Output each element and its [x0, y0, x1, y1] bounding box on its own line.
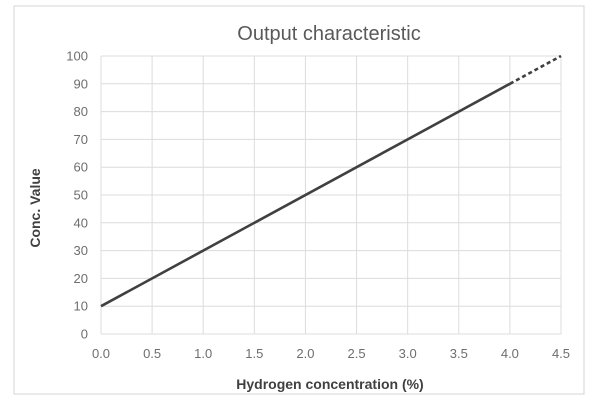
series-line — [100, 82, 511, 308]
y-tick-label: 10 — [74, 299, 88, 314]
chart-title: Output characteristic — [237, 23, 420, 45]
x-tick-label: 2.0 — [296, 346, 314, 361]
x-tick-label: 4.5 — [552, 346, 570, 361]
x-tick-labels: 0.0 0.5 1.0 1.5 2.0 2.5 3.0 3.5 4.0 4.5 — [92, 346, 570, 361]
x-tick-label: 2.5 — [348, 346, 366, 361]
x-tick-label: 1.0 — [194, 346, 212, 361]
y-tick-label: 100 — [66, 49, 88, 64]
series-line-dashed — [509, 54, 562, 85]
x-tick-label: 3.5 — [450, 346, 468, 361]
series — [100, 54, 562, 308]
y-tick-labels: 0 10 20 30 40 50 60 70 80 90 100 — [66, 49, 88, 342]
y-tick-label: 0 — [81, 327, 88, 342]
x-tick-label: 4.0 — [501, 346, 519, 361]
x-tick-label: 1.5 — [245, 346, 263, 361]
y-axis-label: Conc. Value — [27, 168, 43, 248]
y-tick-label: 70 — [74, 132, 88, 147]
x-tick-label: 0.5 — [143, 346, 161, 361]
y-tick-label: 40 — [74, 215, 88, 230]
grid — [100, 55, 562, 335]
x-tick-label: 3.0 — [399, 346, 417, 361]
x-axis-label: Hydrogen concentration (%) — [236, 376, 423, 392]
y-tick-label: 80 — [74, 104, 88, 119]
y-tick-label: 90 — [74, 76, 88, 91]
y-tick-label: 50 — [74, 188, 88, 203]
y-tick-label: 60 — [74, 160, 88, 175]
x-tick-label: 0.0 — [92, 346, 110, 361]
y-tick-label: 20 — [74, 271, 88, 286]
y-tick-label: 30 — [74, 243, 88, 258]
chart-frame — [13, 5, 585, 395]
